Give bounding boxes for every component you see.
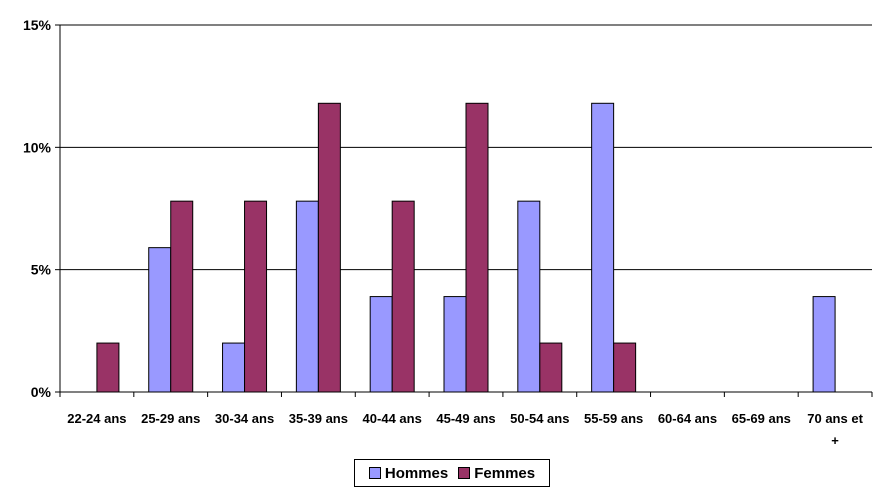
x-tick-label: 50-54 ans (510, 411, 569, 426)
category-labels: 22-24 ans 25-29 ans 30-34 ans 35-39 ans 40-4… (67, 411, 863, 448)
legend-label-femmes: Femmes (474, 464, 536, 482)
bar-hommes (812, 296, 836, 393)
legend-swatch-femmes (458, 467, 471, 479)
legend-swatch-hommes (368, 467, 381, 479)
bars (96, 102, 836, 393)
x-tick-label: 35-39 ans (289, 411, 348, 426)
bar-hommes (148, 247, 172, 393)
legend-item-femmes: Femmes (458, 465, 535, 482)
y-tick-label: 15% (23, 17, 52, 33)
bar-hommes (517, 200, 541, 393)
x-tick-label: 30-34 ans (215, 411, 274, 426)
bar-hommes (591, 102, 615, 393)
legend-item-hommes: Hommes (368, 464, 449, 482)
x-tick-label: 25-29 ans (141, 411, 200, 426)
bar-hommes (295, 200, 319, 393)
x-tick-label: 60-64 ans (658, 411, 717, 426)
x-tick-label: 22-24 ans (67, 411, 126, 426)
x-tick-label: 45-49 ans (436, 411, 495, 426)
y-tick-label: 5% (31, 262, 52, 278)
bar-femmes (244, 200, 268, 393)
bar-femmes (465, 102, 489, 393)
y-tick-labels: 0% 5% 10% 15% (23, 17, 52, 400)
bar-hommes (443, 296, 467, 393)
bar-hommes (222, 342, 246, 393)
y-tick-label: 0% (31, 384, 52, 400)
x-tick-label: 70 ans et + (807, 411, 863, 448)
x-tick-label: 65-69 ans (732, 411, 791, 426)
y-tick-label: 10% (23, 139, 52, 155)
x-tick-label: 40-44 ans (363, 411, 422, 426)
legend: Hommes Femmes (354, 459, 550, 487)
legend-label-hommes: Hommes (384, 464, 449, 482)
bar-femmes (391, 200, 415, 393)
bar-femmes (317, 102, 341, 393)
axes (55, 24, 873, 397)
bar-femmes (613, 342, 637, 393)
bar-hommes (369, 296, 393, 393)
x-tick-label: 55-59 ans (584, 411, 643, 426)
bar-femmes (96, 342, 120, 393)
bar-femmes (539, 342, 563, 393)
bar-femmes (170, 200, 194, 393)
